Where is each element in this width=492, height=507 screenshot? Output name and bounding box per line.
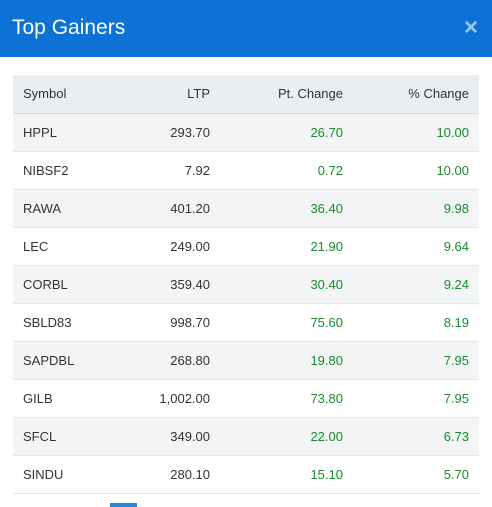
cell-ltp: 401.20	[170, 200, 210, 216]
column-header-ltp[interactable]: LTP	[123, 75, 220, 114]
cell-pt-change: 19.80	[310, 352, 343, 368]
gainers-table: Symbol LTP Pt. Change % Change HPPL 293.7…	[13, 75, 479, 494]
cell-ltp: 998.70	[170, 314, 210, 330]
table-row[interactable]: GILB 1,002.00 73.80 7.95	[13, 379, 479, 417]
cell-pct-change: 9.98	[443, 200, 469, 216]
cell-symbol[interactable]: NIBSF2	[23, 162, 69, 178]
cell-ltp: 1,002.00	[159, 390, 210, 406]
cell-symbol[interactable]: SBLD83	[23, 314, 72, 330]
table-row[interactable]: CORBL 359.40 30.40 9.24	[13, 265, 479, 303]
cell-pt-change: 73.80	[310, 390, 343, 406]
cell-pt-change: 36.40	[310, 200, 343, 216]
cell-ltp: 7.92	[184, 162, 210, 178]
cell-pt-change: 15.10	[310, 466, 343, 482]
cell-symbol[interactable]: RAWA	[23, 200, 62, 216]
cell-symbol[interactable]: SINDU	[23, 466, 64, 482]
cell-pct-change: 7.95	[443, 390, 469, 406]
cell-pct-change: 5.70	[443, 466, 469, 482]
cell-symbol[interactable]: CORBL	[23, 276, 68, 292]
cell-symbol[interactable]: SAPDBL	[23, 352, 75, 368]
cell-pct-change: 9.24	[443, 276, 469, 292]
cell-pt-change: 21.90	[310, 238, 343, 254]
scroll-indicator[interactable]	[110, 503, 137, 507]
cell-symbol[interactable]: HPPL	[23, 124, 57, 140]
cell-pt-change: 26.70	[310, 124, 343, 140]
table-header-row: Symbol LTP Pt. Change % Change	[13, 75, 479, 114]
cell-ltp: 249.00	[170, 238, 210, 254]
column-header-pt-change[interactable]: Pt. Change	[220, 75, 353, 114]
cell-pct-change: 6.73	[443, 428, 469, 444]
cell-pct-change: 10.00	[436, 162, 469, 178]
cell-symbol[interactable]: LEC	[23, 238, 49, 254]
table-row[interactable]: SBLD83 998.70 75.60 8.19	[13, 303, 479, 341]
cell-pt-change: 22.00	[310, 428, 343, 444]
cell-ltp: 349.00	[170, 428, 210, 444]
modal-header: Top Gainers ×	[0, 0, 492, 57]
cell-pt-change: 30.40	[310, 276, 343, 292]
table-row[interactable]: NIBSF2 7.92 0.72 10.00	[13, 151, 479, 189]
table-row[interactable]: SAPDBL 268.80 19.80 7.95	[13, 341, 479, 379]
gainers-table-container: Symbol LTP Pt. Change % Change HPPL 293.7…	[13, 75, 479, 494]
cell-pct-change: 8.19	[443, 314, 469, 330]
column-header-pct-change[interactable]: % Change	[353, 75, 479, 114]
table-row[interactable]: SFCL 349.00 22.00 6.73	[13, 417, 479, 455]
table-row[interactable]: LEC 249.00 21.90 9.64	[13, 227, 479, 265]
cell-symbol[interactable]: SFCL	[23, 428, 57, 444]
modal-title: Top Gainers	[12, 16, 126, 39]
cell-pt-change: 75.60	[310, 314, 343, 330]
cell-symbol[interactable]: GILB	[23, 390, 53, 406]
cell-ltp: 268.80	[170, 352, 210, 368]
table-row[interactable]: HPPL 293.70 26.70 10.00	[13, 113, 479, 151]
cell-ltp: 280.10	[170, 466, 210, 482]
table-row[interactable]: SINDU 280.10 15.10 5.70	[13, 455, 479, 493]
cell-pt-change: 0.72	[317, 162, 343, 178]
cell-pct-change: 9.64	[443, 238, 469, 254]
cell-ltp: 359.40	[170, 276, 210, 292]
column-header-symbol[interactable]: Symbol	[13, 75, 123, 114]
close-icon[interactable]: ×	[463, 14, 478, 41]
table-row[interactable]: RAWA 401.20 36.40 9.98	[13, 189, 479, 227]
cell-ltp: 293.70	[170, 124, 210, 140]
cell-pct-change: 7.95	[443, 352, 469, 368]
cell-pct-change: 10.00	[436, 124, 469, 140]
